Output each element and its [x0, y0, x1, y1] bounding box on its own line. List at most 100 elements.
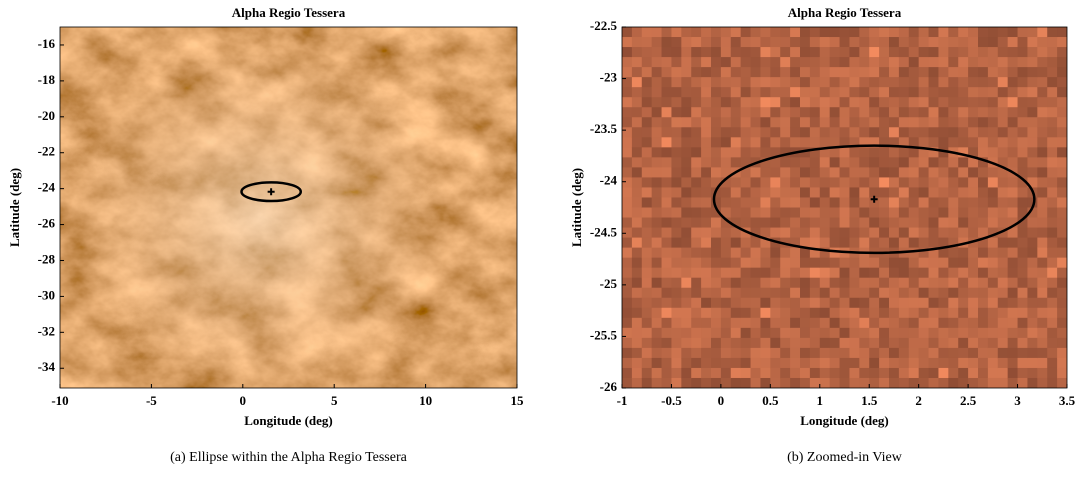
terrain-pixel: [622, 287, 633, 299]
terrain-pixel: [641, 307, 653, 319]
terrain-pixel: [661, 217, 672, 229]
terrain-pixel: [908, 97, 920, 108]
terrain-pixel: [651, 97, 663, 108]
terrain-pixel: [1017, 247, 1028, 259]
terrain-pixel: [918, 87, 930, 98]
terrain-pixel: [720, 277, 732, 289]
terrain-pixel: [790, 177, 801, 188]
terrain-pixel: [978, 127, 989, 138]
terrain-pixel: [631, 187, 643, 198]
terrain-pixel: [760, 287, 771, 299]
terrain-pixel: [898, 107, 910, 118]
terrain-pixel: [928, 177, 939, 188]
y-tick-label: -18: [38, 72, 56, 87]
terrain-pixel: [958, 87, 969, 98]
terrain-pixel: [987, 207, 999, 219]
terrain-pixel: [641, 167, 653, 178]
terrain-pixel: [622, 347, 633, 359]
terrain-pixel: [889, 327, 900, 339]
terrain-pixel: [701, 57, 712, 68]
terrain-pixel: [681, 287, 692, 299]
terrain-pixel: [1007, 147, 1019, 158]
terrain-pixel: [997, 47, 1009, 58]
terrain-pixel: [938, 377, 949, 388]
terrain-pixel: [819, 277, 831, 289]
terrain-pixel: [978, 197, 989, 208]
terrain-pixel: [928, 377, 939, 388]
terrain-pixel: [938, 37, 949, 48]
terrain-pixel: [661, 77, 672, 88]
terrain-pixel: [641, 267, 653, 279]
terrain-pixel: [720, 317, 732, 329]
terrain-pixel: [1037, 247, 1048, 259]
terrain-pixel: [978, 117, 989, 128]
terrain-pixel: [928, 367, 939, 379]
terrain-pixel: [1057, 247, 1067, 259]
terrain-pixel: [898, 307, 910, 319]
terrain-pixel: [938, 67, 949, 78]
terrain-pixel: [770, 297, 781, 309]
terrain-pixel: [849, 127, 860, 138]
terrain-pixel: [730, 147, 742, 158]
terrain-pixel: [1017, 197, 1028, 208]
terrain-pixel: [641, 67, 653, 78]
terrain-pixel: [997, 147, 1009, 158]
center-marker: [870, 195, 878, 203]
ellipse: [712, 144, 1036, 255]
terrain-pixel: [849, 207, 860, 219]
terrain-pixel: [641, 127, 653, 138]
terrain-pixel: [879, 267, 890, 279]
y-tick-label: -22: [38, 144, 55, 159]
terrain-pixel: [849, 27, 860, 38]
terrain-pixel: [839, 347, 850, 359]
terrain-pixel: [760, 97, 771, 108]
terrain-pixel: [720, 157, 732, 168]
terrain-pixel: [701, 357, 712, 369]
terrain-pixel: [809, 217, 821, 229]
terrain-pixel: [661, 367, 672, 379]
terrain-pixel: [1057, 257, 1067, 269]
terrain-pixel: [1007, 267, 1019, 279]
terrain-pixel: [859, 277, 870, 289]
terrain-pixel: [622, 37, 633, 48]
terrain-pixel: [869, 217, 880, 229]
terrain-pixel: [918, 47, 930, 58]
terrain-pixel: [938, 167, 949, 178]
terrain-pixel: [898, 197, 910, 208]
terrain-pixel: [997, 357, 1009, 369]
terrain-pixel: [968, 177, 979, 188]
terrain-pixel: [898, 207, 910, 219]
terrain-pixel: [750, 347, 761, 359]
terrain-pixel: [730, 37, 742, 48]
terrain-pixel: [968, 47, 979, 58]
terrain-pixel: [800, 127, 811, 138]
terrain-pixel: [691, 367, 702, 379]
terrain-pixel: [819, 107, 831, 118]
terrain-pixel: [780, 367, 791, 379]
terrain-pixel: [908, 307, 920, 319]
terrain-pixel: [879, 317, 890, 329]
terrain-pixel: [800, 357, 811, 369]
terrain-pixel: [839, 287, 850, 299]
terrain-pixel: [661, 267, 672, 279]
terrain-pixel: [938, 227, 949, 239]
terrain-pixel: [859, 207, 870, 219]
terrain-pixel: [879, 127, 890, 138]
terrain-pixel: [780, 347, 791, 359]
terrain-pixel: [760, 37, 771, 48]
terrain-pixel: [1047, 137, 1058, 148]
terrain-pixel: [1017, 117, 1028, 128]
terrain-pixel: [651, 327, 663, 339]
terrain-pixel: [928, 257, 939, 269]
terrain-pixel: [780, 207, 791, 219]
terrain-pixel: [829, 277, 841, 289]
terrain-pixel: [928, 287, 939, 299]
terrain-pixel: [800, 257, 811, 269]
terrain-pixel: [978, 47, 989, 58]
terrain-pixel: [1047, 247, 1058, 259]
terrain-pixel: [1017, 237, 1028, 249]
terrain-pixel: [1057, 367, 1067, 379]
terrain-pixel: [849, 157, 860, 168]
terrain-pixel: [790, 27, 801, 38]
terrain-pixel: [918, 297, 930, 309]
